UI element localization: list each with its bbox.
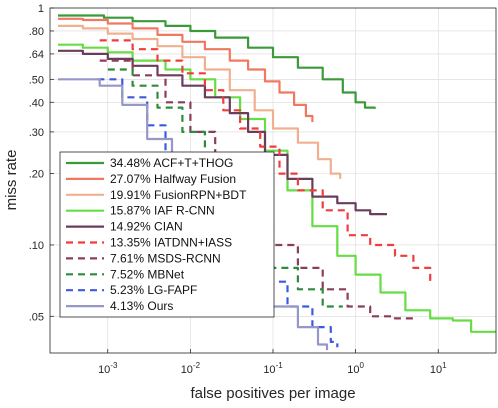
x-tick-label: 10-3 xyxy=(98,361,118,376)
y-tick-label: .30 xyxy=(29,127,44,139)
legend-entry: 7.52% MBNet xyxy=(110,267,185,281)
y-tick-label: .80 xyxy=(29,26,44,38)
legend-entry: 5.23% LG-FAPF xyxy=(110,283,197,297)
series-line-1 xyxy=(58,14,376,109)
y-axis-label: miss rate xyxy=(3,150,20,211)
x-tick-label: 100 xyxy=(347,361,364,376)
y-tick-label: .50 xyxy=(29,74,44,86)
x-tick-label: 10-2 xyxy=(181,361,201,376)
legend-entry: 14.92% CIAN xyxy=(110,220,183,234)
legend-entry: 27.07% Halfway Fusion xyxy=(110,172,236,186)
y-tick-label: .05 xyxy=(29,311,44,323)
legend-entry: 7.61% MSDS-RCNN xyxy=(110,251,221,265)
x-tick-label: 101 xyxy=(430,361,447,376)
series-line-6 xyxy=(99,39,432,282)
legend-entry: 19.91% FusionRPN+BDT xyxy=(110,188,247,202)
series-line-2 xyxy=(58,17,314,123)
legend-entry: 13.35% IATDNN+IASS xyxy=(110,236,232,250)
y-tick-label: .20 xyxy=(29,169,44,181)
y-tick-label: .40 xyxy=(29,97,44,109)
series-line-3 xyxy=(58,24,342,179)
x-tick-labels: 10-3 10-2 10-1 100 101 xyxy=(98,349,447,376)
legend-entry: 4.13% Ours xyxy=(110,299,173,313)
y-tick-label: 1 xyxy=(38,3,44,15)
series-line-5 xyxy=(58,49,387,216)
legend-entry: 34.48% ACF+T+THOG xyxy=(110,156,233,170)
x-axis-label: false positives per image xyxy=(190,385,355,402)
y-tick-labels: 1 .80 .64 .50 .40 .30 .20 .10 .05 xyxy=(29,3,54,323)
x-tick-label: 10-1 xyxy=(263,361,283,376)
legend: 34.48% ACF+T+THOG 27.07% Halfway Fusion 19… xyxy=(59,151,275,318)
legend-entry: 15.87% IAF R-CNN xyxy=(110,204,215,218)
y-tick-label: .64 xyxy=(29,49,44,61)
y-tick-label: .10 xyxy=(29,240,44,252)
